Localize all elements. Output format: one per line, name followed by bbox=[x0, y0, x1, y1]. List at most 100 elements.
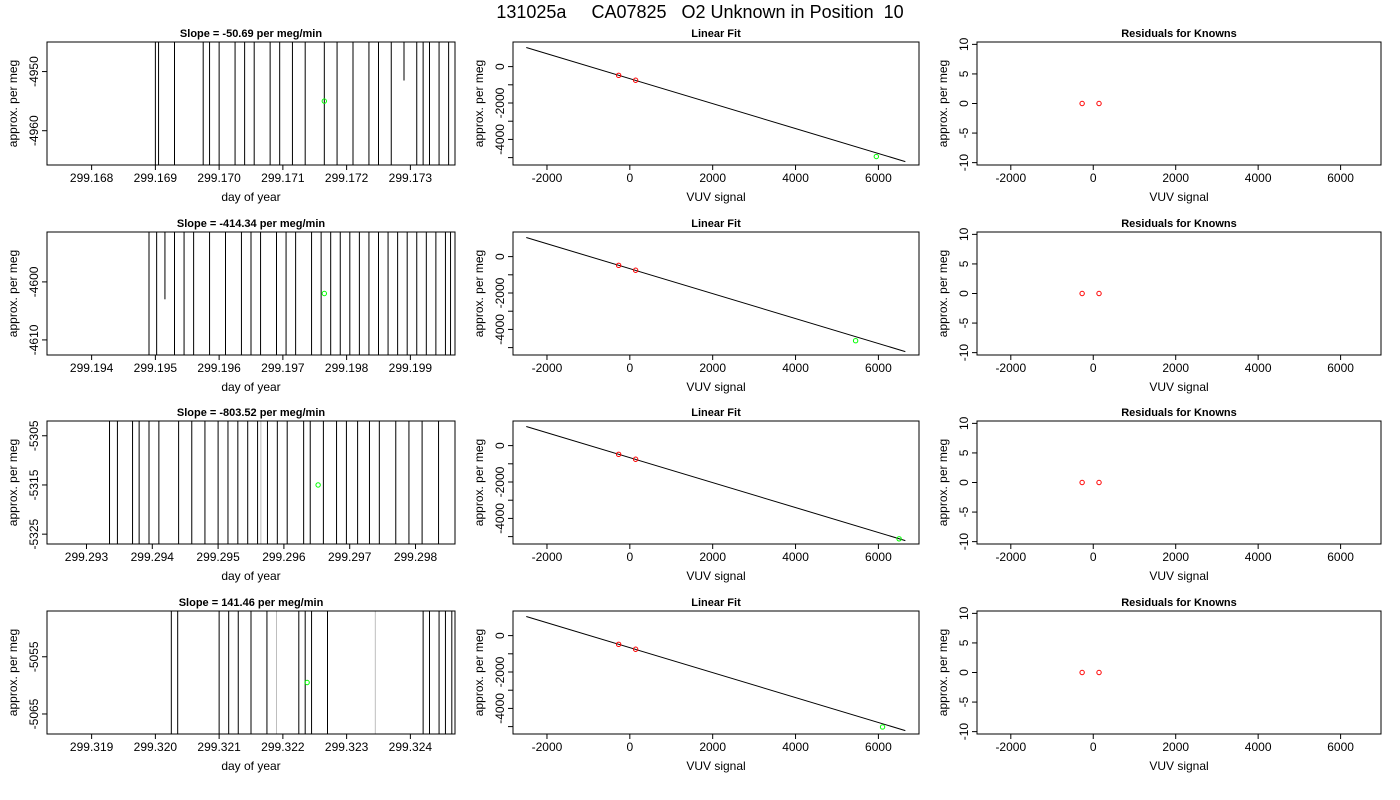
y-tick-label: -2000 bbox=[493, 87, 507, 118]
y-tick-label: -2000 bbox=[493, 656, 507, 687]
y-tick-label: -4950 bbox=[27, 56, 41, 87]
unknown-point-marker bbox=[321, 290, 328, 297]
plot-area bbox=[526, 426, 906, 542]
panel-title: Linear Fit bbox=[691, 407, 741, 419]
known-point bbox=[615, 641, 622, 648]
x-tick-label: 0 bbox=[626, 740, 633, 754]
x-tick-label: 299.195 bbox=[134, 361, 178, 375]
y-tick-label: -4000 bbox=[493, 314, 507, 345]
x-tick-label: 2000 bbox=[699, 361, 726, 375]
plot-frame bbox=[512, 231, 920, 356]
y-axis-label: approx. per meg bbox=[6, 60, 20, 147]
y-tick-label: -4600 bbox=[27, 266, 41, 297]
x-axis-label: VUV signal bbox=[1149, 759, 1208, 773]
x-tick-label: -2000 bbox=[995, 740, 1026, 754]
y-axis-label: approx. per meg bbox=[936, 629, 950, 716]
plot-frame bbox=[512, 610, 920, 735]
residual-point bbox=[1079, 479, 1085, 486]
y-tick-label: -5 bbox=[957, 127, 971, 138]
x-tick-label: 0 bbox=[626, 171, 633, 185]
residual-point bbox=[1096, 290, 1102, 297]
y-tick-label: -5 bbox=[957, 506, 971, 517]
panel-title: Slope = -50.69 per meg/min bbox=[180, 28, 322, 40]
panel-residuals-row-1: Residuals for Knowns VUV signal approx. pe… bbox=[936, 28, 1382, 204]
x-tick-label: 6000 bbox=[865, 550, 892, 564]
x-axis-label: day of year bbox=[221, 190, 280, 204]
y-tick-label: 0 bbox=[493, 442, 507, 449]
x-tick-label: 299.324 bbox=[389, 740, 433, 754]
residual-point bbox=[1079, 669, 1085, 676]
y-tick-label: -4000 bbox=[493, 124, 507, 155]
x-tick-label: 4000 bbox=[1245, 740, 1272, 754]
y-tick-label: 5 bbox=[957, 449, 971, 456]
x-tick-label: 4000 bbox=[782, 361, 809, 375]
x-tick-label: 2000 bbox=[1162, 550, 1189, 564]
plot-area bbox=[148, 232, 452, 355]
y-tick-label: 0 bbox=[957, 290, 971, 297]
x-tick-label: 299.168 bbox=[70, 171, 114, 185]
x-axis-label: VUV signal bbox=[686, 759, 745, 773]
y-axis-label: approx. per meg bbox=[472, 60, 486, 147]
y-tick-label: 0 bbox=[957, 669, 971, 676]
known-point bbox=[615, 262, 622, 269]
y-axis-label: approx. per meg bbox=[936, 60, 950, 147]
x-tick-label: 0 bbox=[1090, 550, 1097, 564]
x-tick-label: 299.197 bbox=[261, 361, 305, 375]
panel-title: Residuals for Knowns bbox=[1121, 218, 1237, 230]
known-point bbox=[632, 267, 639, 273]
y-tick-label: -5315 bbox=[27, 469, 41, 500]
panel-title: Slope = -803.52 per meg/min bbox=[177, 407, 326, 419]
plot-area bbox=[1079, 479, 1102, 486]
x-tick-label: 2000 bbox=[699, 740, 726, 754]
known-point bbox=[632, 646, 639, 652]
x-tick-label: 4000 bbox=[782, 550, 809, 564]
x-tick-label: 6000 bbox=[1327, 740, 1354, 754]
x-tick-label: 0 bbox=[1090, 171, 1097, 185]
y-tick-label: 5 bbox=[957, 70, 971, 77]
x-tick-label: -2000 bbox=[532, 171, 563, 185]
x-tick-label: 299.323 bbox=[325, 740, 369, 754]
y-tick-label: -10 bbox=[957, 154, 971, 172]
x-tick-label: 2000 bbox=[1162, 740, 1189, 754]
y-tick-label: 5 bbox=[957, 639, 971, 646]
x-tick-label: -2000 bbox=[532, 361, 563, 375]
x-tick-label: 4000 bbox=[1245, 171, 1272, 185]
plot-area bbox=[170, 611, 453, 734]
y-tick-label: -10 bbox=[957, 723, 971, 741]
x-tick-label: 299.296 bbox=[262, 550, 306, 564]
plot-frame bbox=[46, 610, 456, 735]
x-tick-label: 6000 bbox=[1327, 361, 1354, 375]
x-tick-label: 6000 bbox=[865, 171, 892, 185]
y-tick-label: -5325 bbox=[27, 518, 41, 549]
residual-point bbox=[1079, 100, 1085, 107]
y-tick-label: -5 bbox=[957, 696, 971, 707]
y-tick-label: -5065 bbox=[27, 698, 41, 729]
panel-residuals-row-3: Residuals for Knowns VUV signal approx. pe… bbox=[936, 407, 1382, 583]
y-tick-label: -10 bbox=[957, 344, 971, 362]
x-tick-label: 299.297 bbox=[328, 550, 372, 564]
x-tick-label: 299.322 bbox=[261, 740, 305, 754]
panel-timeseries-row-1: Slope = -50.69 per meg/min day of year app… bbox=[6, 28, 456, 204]
x-tick-label: 299.294 bbox=[131, 550, 175, 564]
x-tick-label: 4000 bbox=[1245, 550, 1272, 564]
plot-frame bbox=[46, 231, 456, 356]
residual-point bbox=[1096, 669, 1102, 676]
plot-area bbox=[526, 47, 906, 163]
x-tick-label: 299.172 bbox=[325, 171, 369, 185]
panel-title: Linear Fit bbox=[691, 597, 741, 609]
fit-line bbox=[526, 616, 906, 732]
y-tick-label: 0 bbox=[957, 100, 971, 107]
x-axis-label: day of year bbox=[221, 569, 280, 583]
panel-timeseries-row-4: Slope = 141.46 per meg/min day of year app… bbox=[6, 597, 456, 773]
x-tick-label: -2000 bbox=[532, 550, 563, 564]
residual-point bbox=[1096, 100, 1102, 107]
unknown-point bbox=[873, 153, 880, 160]
unknown-point-marker bbox=[321, 98, 328, 104]
y-axis-label: approx. per meg bbox=[472, 629, 486, 716]
x-tick-label: 299.173 bbox=[389, 171, 433, 185]
x-tick-label: 0 bbox=[626, 361, 633, 375]
x-tick-label: 6000 bbox=[1327, 171, 1354, 185]
panel-linearfit-row-3: Linear Fit VUV signal approx. per meg -2000… bbox=[472, 407, 920, 583]
panel-title: Residuals for Knowns bbox=[1121, 28, 1237, 40]
x-tick-label: 299.298 bbox=[394, 550, 438, 564]
